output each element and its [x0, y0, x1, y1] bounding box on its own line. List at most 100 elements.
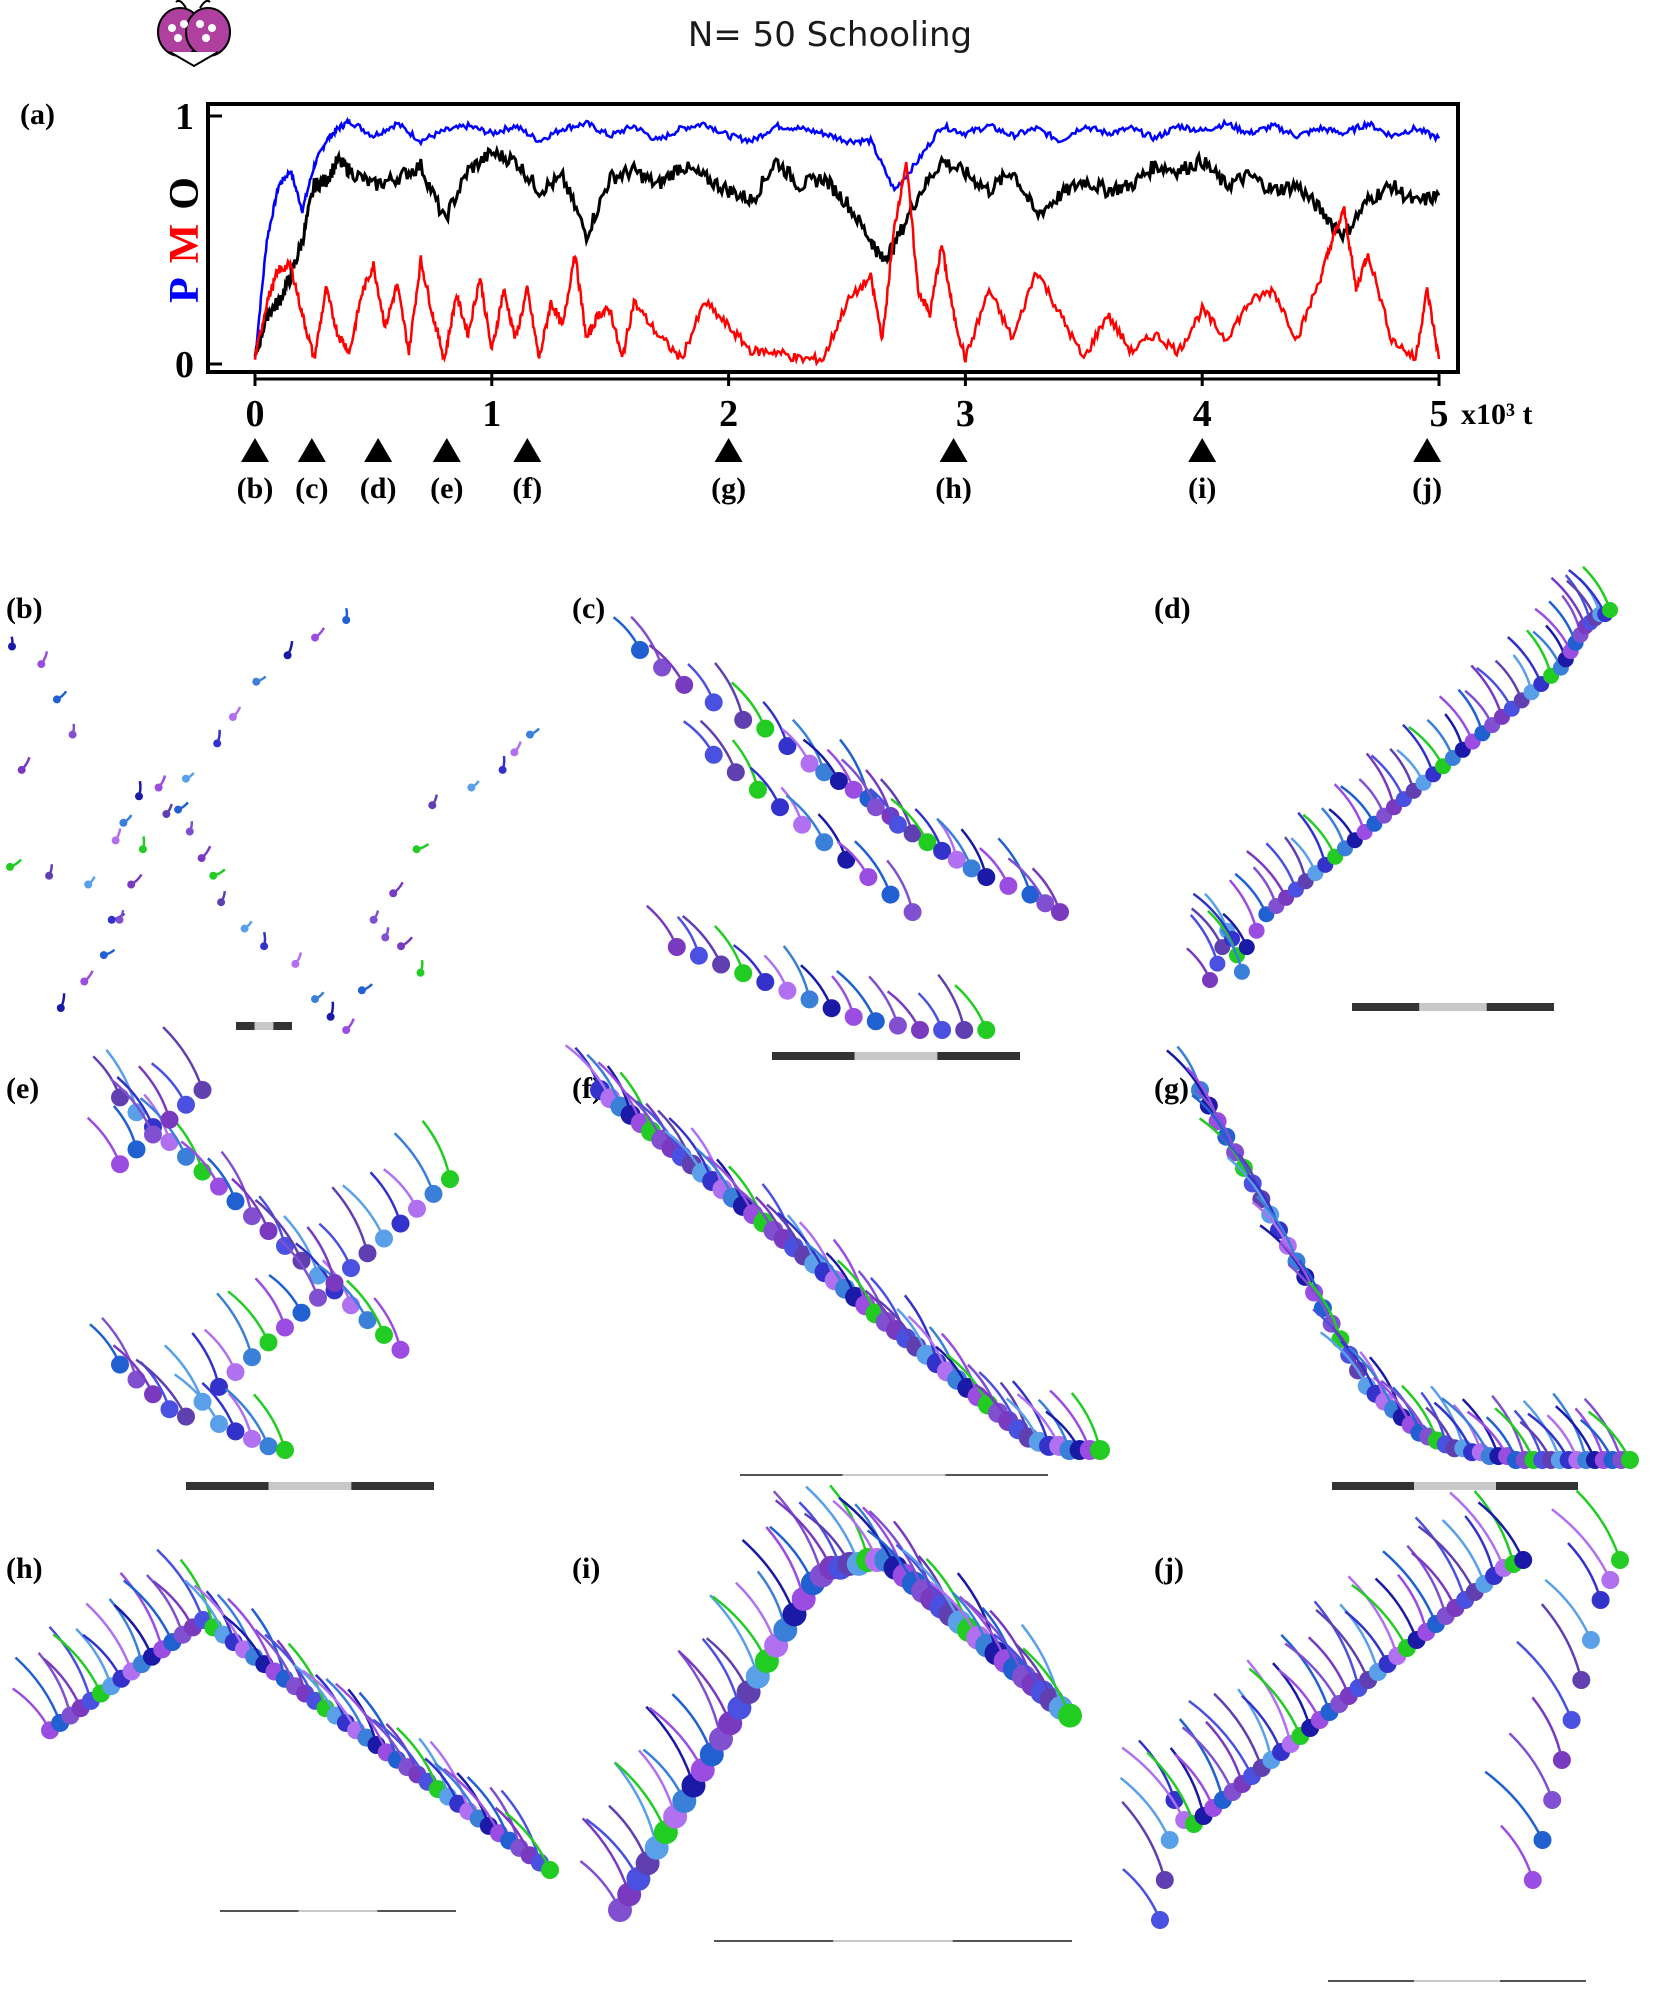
scale-bar-segment	[377, 1910, 456, 1912]
time-marker-triangle	[241, 438, 269, 462]
agent-point	[111, 1155, 129, 1174]
agent-point	[903, 824, 922, 843]
agent-point	[119, 818, 128, 827]
agent-point	[911, 1021, 929, 1039]
agent-point	[177, 1147, 195, 1166]
scale-bar-segment	[351, 1482, 434, 1490]
agent-point	[391, 1214, 410, 1233]
agent-trail	[1121, 1746, 1186, 1821]
agent-point	[837, 850, 856, 869]
agent-point	[309, 1288, 327, 1307]
agent-point	[667, 938, 686, 956]
agent-point	[127, 1370, 146, 1389]
agent-point	[510, 748, 519, 757]
agent-point	[127, 880, 136, 889]
scale-bar-segment	[1328, 1980, 1414, 1982]
agent-point	[888, 1016, 907, 1035]
agent-trail	[714, 662, 745, 721]
agent-point	[428, 801, 437, 810]
agent-trail	[1550, 576, 1587, 627]
snapshot-panel: (h)	[6, 1548, 559, 1912]
agent-point	[675, 675, 694, 694]
agent-point	[210, 1415, 228, 1433]
agent-trail	[1551, 1508, 1612, 1581]
agent-point	[1611, 1551, 1629, 1569]
snapshot-panel-label: (i)	[572, 1552, 600, 1585]
snapshot-panel: (j)	[1119, 1489, 1629, 1982]
snapshot-panel: (i)	[572, 1484, 1082, 1942]
snapshot-panel: (f)	[564, 1044, 1110, 1476]
time-marker-triangle	[513, 438, 542, 462]
scale-bar-segment	[254, 1022, 274, 1030]
agent-point	[467, 783, 476, 792]
time-marker-label: (g)	[711, 472, 746, 505]
time-marker-label: (e)	[430, 472, 463, 505]
agent-point	[111, 1088, 129, 1107]
time-marker-triangle	[939, 438, 968, 462]
agent-point	[243, 1207, 261, 1226]
agent-point	[822, 999, 841, 1018]
agent-point	[291, 959, 300, 968]
scale-bar-segment	[833, 1940, 953, 1942]
snapshot-panel-label: (e)	[6, 1072, 39, 1105]
agent-point	[734, 964, 753, 983]
agent-trail	[1449, 1491, 1505, 1569]
y-tick-label: 1	[175, 96, 194, 138]
agent-point	[342, 616, 351, 624]
agent-point	[68, 730, 77, 739]
agent-point	[416, 968, 425, 977]
agent-point	[325, 1274, 344, 1292]
agent-trail	[1297, 811, 1327, 866]
agent-trail	[1534, 607, 1572, 652]
agent-point	[193, 1081, 212, 1099]
time-marker-label: (i)	[1188, 472, 1216, 505]
agent-point	[498, 765, 507, 774]
series-line-P	[253, 116, 1441, 360]
agent-trail	[1246, 1659, 1292, 1745]
y-axis-label: PMO	[162, 177, 208, 303]
y-axis-label-part: O	[162, 177, 208, 210]
agent-point	[115, 915, 124, 924]
agent-point	[80, 977, 89, 986]
scale-bar-segment	[714, 1940, 834, 1942]
agent-point	[391, 1340, 410, 1359]
scale-bar-segment	[273, 1022, 292, 1030]
agent-point	[226, 1192, 245, 1211]
figure-title: N= 50 Schooling	[688, 15, 972, 55]
agent-point	[1514, 1551, 1533, 1569]
scale-bar-segment	[854, 1052, 938, 1060]
order-parameter-chart: 0 1 0 1 2 3 4 5 x10³ t (b) (c) (d) (e) (f) (g) (h) (i) (j…	[175, 96, 1532, 505]
agent-trail	[854, 840, 892, 896]
agent-point	[252, 677, 261, 686]
agent-point	[1021, 885, 1040, 904]
agent-point	[1233, 963, 1250, 980]
agent-point	[844, 780, 863, 799]
agent-point	[160, 1110, 179, 1129]
time-marker-label: (d)	[360, 472, 397, 505]
snapshot-panel-label: (g)	[1154, 1072, 1189, 1105]
agent-point	[800, 754, 819, 773]
agent-trail	[1347, 1575, 1399, 1657]
agent-point	[259, 1437, 278, 1456]
agent-point	[226, 1422, 245, 1441]
scale-bar-segment	[186, 1482, 269, 1490]
agent-point	[800, 990, 819, 1009]
agent-point	[162, 810, 171, 818]
plot-frame	[206, 102, 1460, 374]
agent-point	[829, 772, 848, 790]
agent-point	[358, 1311, 377, 1330]
agent-point	[947, 850, 966, 869]
agent-point	[704, 693, 723, 712]
time-marker-triangle	[1413, 438, 1442, 462]
agent-trail	[1265, 842, 1298, 890]
time-marker-triangle	[364, 438, 393, 462]
agent-trail	[1402, 723, 1435, 775]
agent-trail	[765, 1526, 805, 1600]
scale-bar-segment	[236, 1022, 255, 1030]
scale-bar-segment	[298, 1910, 378, 1912]
agent-point	[260, 942, 269, 951]
snapshot-panels: (b) (c) (d) (e) (f) (g) (h) (i) (j)	[6, 565, 1639, 1982]
agent-point	[342, 1259, 360, 1278]
agent-point	[726, 763, 745, 782]
agent-point	[342, 1026, 351, 1034]
